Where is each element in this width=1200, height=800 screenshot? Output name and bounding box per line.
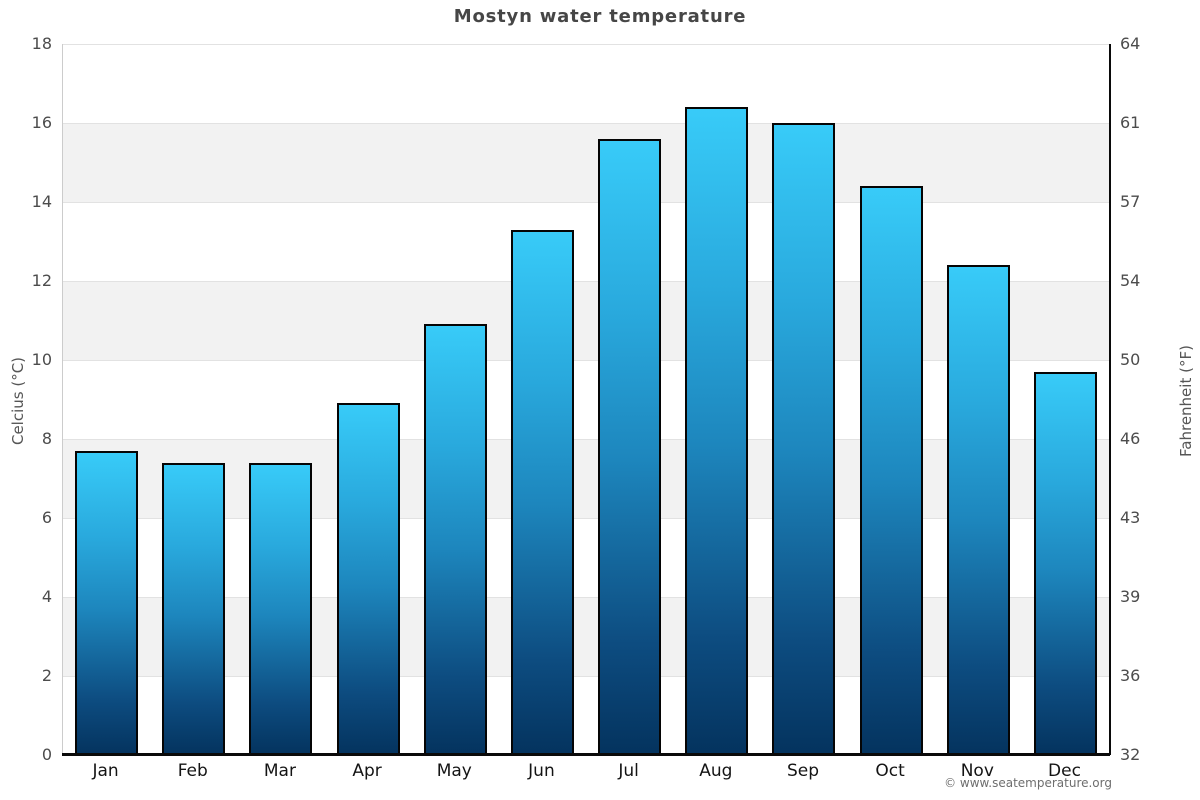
bar-series (63, 44, 1109, 755)
x-tick-apr: Apr (352, 761, 382, 781)
bar-slot-jun (499, 44, 586, 755)
chart-title: Mostyn water temperature (453, 6, 747, 27)
ytick-fahrenheit-57: 57 (1120, 192, 1141, 211)
ytick-celsius-12: 12 (31, 271, 52, 290)
x-tick-jun: Jun (528, 761, 555, 781)
x-tick-nov: Nov (960, 761, 994, 781)
bar-aug (685, 107, 749, 755)
bar-slot-nov (935, 44, 1022, 755)
ytick-fahrenheit-43: 43 (1120, 508, 1141, 527)
bar-slot-may (412, 44, 499, 755)
ytick-celsius-0: 0 (41, 745, 52, 764)
bar-mar (249, 462, 313, 755)
x-tick-mar: Mar (263, 761, 296, 781)
ytick-celsius-10: 10 (31, 350, 52, 369)
bar-jun (510, 229, 574, 755)
x-tick-sep: Sep (786, 761, 819, 781)
bar-jul (598, 138, 662, 755)
bar-slot-aug (673, 44, 760, 755)
attribution-text: © www.seatemperature.org (944, 776, 1112, 790)
bar-slot-sep (760, 44, 847, 755)
ytick-fahrenheit-32: 32 (1120, 745, 1141, 764)
y-axis-label-fahrenheit: Fahrenheit (°F) (1177, 345, 1195, 457)
bar-slot-jan (63, 44, 150, 755)
bar-may (423, 324, 487, 755)
ytick-celsius-2: 2 (41, 666, 52, 685)
x-tick-jan: Jan (92, 761, 119, 781)
ytick-celsius-6: 6 (41, 508, 52, 527)
bar-slot-jul (586, 44, 673, 755)
bar-slot-feb (150, 44, 237, 755)
bar-oct (859, 186, 923, 755)
bar-sep (772, 123, 836, 755)
bar-nov (946, 265, 1010, 755)
ytick-fahrenheit-54: 54 (1120, 271, 1141, 290)
ytick-fahrenheit-64: 64 (1120, 34, 1141, 53)
plot-area (62, 44, 1111, 755)
bar-jan (75, 450, 139, 755)
bar-slot-oct (848, 44, 935, 755)
ytick-fahrenheit-36: 36 (1120, 666, 1141, 685)
x-tick-feb: Feb (177, 761, 208, 781)
x-tick-aug: Aug (699, 761, 733, 781)
ytick-celsius-4: 4 (41, 587, 52, 606)
y-axis-label-celsius: Celcius (°C) (9, 356, 27, 446)
x-tick-oct: Oct (875, 761, 905, 781)
x-axis-line (62, 753, 1110, 756)
ytick-fahrenheit-46: 46 (1120, 429, 1141, 448)
bar-slot-dec (1022, 44, 1109, 755)
bar-apr (336, 403, 400, 755)
ytick-celsius-18: 18 (31, 34, 52, 53)
ytick-celsius-8: 8 (41, 429, 52, 448)
x-tick-may: May (436, 761, 472, 781)
x-tick-dec: Dec (1048, 761, 1081, 781)
x-axis-labels: Jan Feb Mar Apr May Jun Jul Aug Sep Oct Nov Dec (62, 761, 1108, 781)
ytick-celsius-14: 14 (31, 192, 52, 211)
ytick-celsius-16: 16 (31, 113, 52, 132)
bar-slot-mar (237, 44, 324, 755)
ytick-fahrenheit-50: 50 (1120, 350, 1141, 369)
ytick-fahrenheit-39: 39 (1120, 587, 1141, 606)
bar-slot-apr (325, 44, 412, 755)
x-tick-jul: Jul (618, 761, 639, 781)
bar-dec (1033, 371, 1097, 755)
ytick-fahrenheit-61: 61 (1120, 113, 1141, 132)
bar-feb (162, 462, 226, 755)
